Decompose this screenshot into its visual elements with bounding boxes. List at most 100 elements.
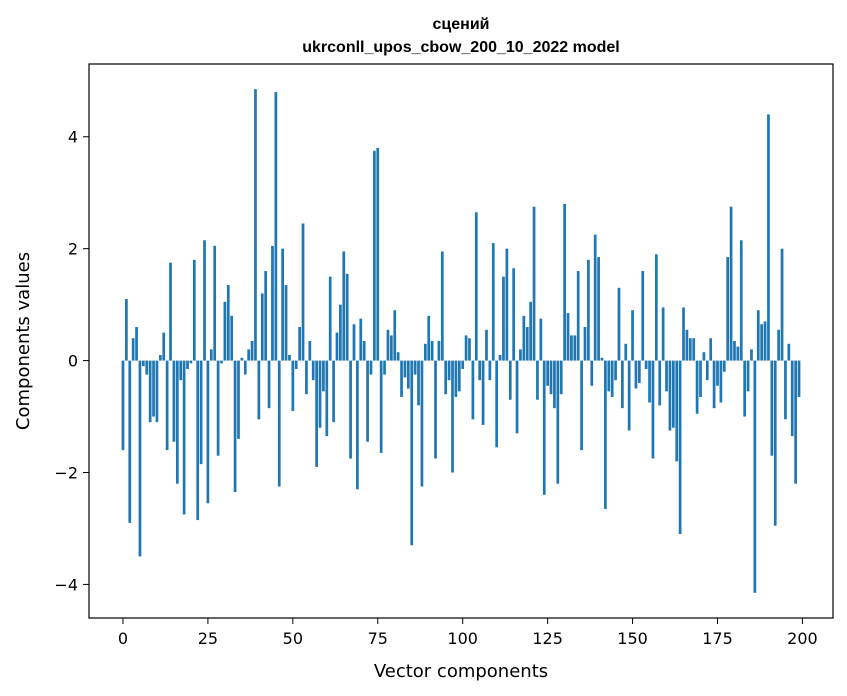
bar-125 bbox=[546, 360, 549, 386]
bar-92 bbox=[434, 360, 437, 459]
y-tick-label: 2 bbox=[68, 240, 78, 259]
bar-130 bbox=[563, 203, 566, 361]
y-tick-label: 4 bbox=[68, 128, 78, 147]
bar-177 bbox=[722, 360, 726, 372]
bar-12 bbox=[162, 332, 166, 361]
bar-178 bbox=[726, 257, 730, 361]
bar-85 bbox=[410, 360, 414, 546]
bar-152 bbox=[637, 360, 641, 383]
bar-88 bbox=[420, 360, 424, 487]
bar-49 bbox=[288, 354, 291, 361]
bar-185 bbox=[750, 349, 753, 361]
bar-65 bbox=[342, 251, 346, 361]
bar-151 bbox=[634, 360, 638, 389]
bar-24 bbox=[203, 240, 206, 361]
y-tick-label: −4 bbox=[54, 575, 78, 594]
bar-142 bbox=[604, 360, 607, 509]
bar-67 bbox=[349, 360, 352, 459]
bar-72 bbox=[366, 360, 369, 442]
bar-74 bbox=[373, 150, 376, 361]
bar-135 bbox=[580, 360, 583, 451]
bar-18 bbox=[182, 360, 186, 515]
bar-91 bbox=[430, 341, 434, 361]
bar-15 bbox=[172, 360, 176, 442]
bar-75 bbox=[376, 147, 380, 361]
bar-170 bbox=[699, 360, 702, 397]
x-tick-label: 0 bbox=[118, 629, 128, 648]
bar-33 bbox=[233, 360, 237, 493]
bar-168 bbox=[692, 338, 696, 361]
bar-100 bbox=[461, 360, 465, 369]
bar-95 bbox=[444, 360, 448, 395]
bar-163 bbox=[675, 360, 679, 462]
bar-82 bbox=[400, 360, 403, 397]
bar-71 bbox=[362, 341, 366, 361]
bar-59 bbox=[322, 360, 325, 392]
bar-39 bbox=[254, 89, 257, 361]
bar-21 bbox=[192, 259, 196, 361]
bar-164 bbox=[678, 360, 682, 535]
bar-115 bbox=[512, 268, 516, 361]
bar-28 bbox=[216, 360, 220, 456]
bar-104 bbox=[474, 212, 478, 361]
bar-196 bbox=[787, 343, 791, 361]
bar-50 bbox=[291, 360, 295, 411]
bar-113 bbox=[505, 248, 509, 361]
bar-54 bbox=[305, 360, 308, 395]
bar-127 bbox=[553, 360, 556, 409]
bar-198 bbox=[794, 360, 797, 484]
bar-106 bbox=[481, 360, 485, 425]
bar-183 bbox=[743, 360, 747, 417]
bar-34 bbox=[237, 360, 240, 439]
bar-158 bbox=[658, 360, 662, 406]
bar-9 bbox=[152, 360, 155, 417]
bar-129 bbox=[559, 360, 563, 395]
bar-176 bbox=[719, 360, 723, 403]
chart-title-line1: сцений bbox=[433, 16, 490, 33]
bar-96 bbox=[447, 360, 451, 381]
bar-8 bbox=[148, 360, 152, 423]
bar-60 bbox=[325, 360, 329, 437]
bar-180 bbox=[733, 341, 736, 361]
x-tick-label: 150 bbox=[617, 629, 648, 648]
bar-48 bbox=[284, 285, 288, 361]
bar-30 bbox=[223, 301, 227, 361]
bar-87 bbox=[417, 360, 420, 406]
bar-112 bbox=[502, 276, 505, 361]
bar-68 bbox=[352, 324, 356, 361]
bar-41 bbox=[260, 293, 264, 361]
bar-19 bbox=[186, 360, 189, 369]
bar-99 bbox=[457, 360, 461, 392]
bar-117 bbox=[519, 349, 522, 361]
bar-55 bbox=[308, 341, 312, 361]
bar-118 bbox=[522, 315, 526, 361]
bar-47 bbox=[281, 248, 285, 361]
bar-141 bbox=[600, 357, 604, 361]
bar-11 bbox=[158, 354, 162, 361]
bar-144 bbox=[610, 360, 614, 397]
bar-150 bbox=[631, 310, 634, 361]
bar-145 bbox=[614, 360, 617, 381]
bar-51 bbox=[294, 360, 298, 369]
bar-124 bbox=[542, 360, 546, 495]
bar-140 bbox=[597, 257, 600, 361]
bar-83 bbox=[403, 360, 407, 378]
bar-181 bbox=[736, 346, 740, 361]
bar-108 bbox=[488, 360, 492, 381]
bar-172 bbox=[705, 360, 709, 381]
bar-143 bbox=[607, 360, 611, 392]
bar-36 bbox=[243, 360, 247, 375]
bar-121 bbox=[532, 206, 536, 361]
bar-76 bbox=[379, 360, 383, 453]
bar-40 bbox=[257, 360, 261, 420]
x-tick-label: 125 bbox=[532, 629, 563, 648]
bar-97 bbox=[451, 360, 454, 473]
bar-173 bbox=[709, 338, 713, 361]
bar-16 bbox=[175, 360, 179, 484]
bar-42 bbox=[264, 271, 268, 361]
bar-160 bbox=[665, 360, 668, 392]
bar-128 bbox=[556, 360, 560, 484]
bar-174 bbox=[712, 360, 716, 409]
y-tick-label: −2 bbox=[54, 464, 78, 483]
